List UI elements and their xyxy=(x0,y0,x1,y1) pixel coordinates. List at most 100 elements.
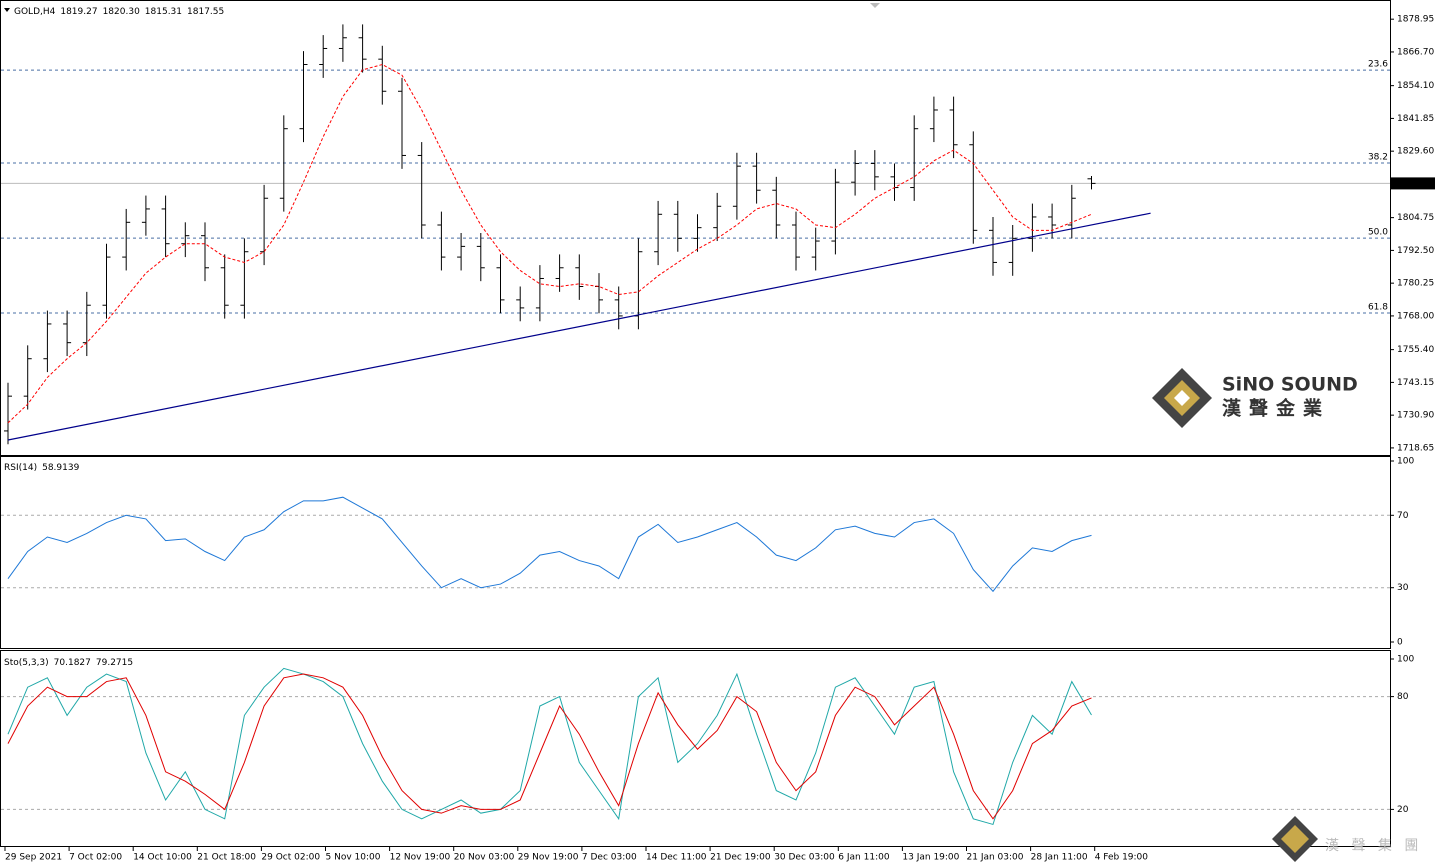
ohlc-bar xyxy=(398,77,406,169)
y-tick-label: 1768.00 xyxy=(1397,311,1434,321)
ohlc-bar xyxy=(772,176,781,239)
ohlc-bar xyxy=(319,35,328,78)
title-text: GOLD,H4 xyxy=(14,7,56,17)
y-tick-label: 1878.95 xyxy=(1397,15,1434,25)
x-tick-label: 29 Sep 2021 xyxy=(5,853,62,863)
x-tick-label: 7 Dec 03:00 xyxy=(582,853,637,863)
y-tick-label: 1792.50 xyxy=(1397,246,1434,256)
y-tick-label: 30 xyxy=(1397,583,1409,593)
ohlc-bar xyxy=(496,254,505,314)
indicator-line xyxy=(7,673,1092,820)
pane-title: RSI(14) 58.9139 xyxy=(4,463,80,473)
ohlc-bar xyxy=(910,115,919,201)
ohlc-bar xyxy=(1028,203,1037,252)
y-tick-label: 80 xyxy=(1397,692,1409,702)
ohlc-bar xyxy=(82,291,91,357)
ohlc-bar xyxy=(122,208,131,271)
quote-value: 1819.27 xyxy=(60,7,97,17)
fib-label: 23.6 xyxy=(1368,60,1388,70)
y-tick-label: 100 xyxy=(1397,655,1414,665)
ohlc-bar xyxy=(240,238,249,319)
indicator-value: 70.1827 xyxy=(54,658,91,668)
fib-label: 38.2 xyxy=(1368,152,1388,162)
ohlc-bar xyxy=(4,382,12,445)
logo: SiNO SOUND 漢聲金業 漢 聲 集 團 xyxy=(1152,368,1422,862)
quote-value: 1820.30 xyxy=(103,7,140,17)
y-tick-label: 1730.90 xyxy=(1397,411,1434,421)
price-pane xyxy=(0,0,1391,456)
x-tick-label: 21 Dec 19:00 xyxy=(710,853,771,863)
ohlc-bar xyxy=(673,200,682,252)
ohlc-bar xyxy=(929,96,938,143)
ohlc-bar xyxy=(654,200,663,266)
ohlc-bar xyxy=(851,150,860,196)
ohlc-bar xyxy=(358,24,367,73)
ohlc-bar xyxy=(732,152,741,220)
ohlc-bar xyxy=(141,195,150,236)
x-tick-label: 6 Jan 11:00 xyxy=(838,853,890,863)
ohlc-bar xyxy=(752,152,761,204)
y-tick-label: 1780.25 xyxy=(1397,279,1434,289)
indicator-line xyxy=(7,667,1092,826)
ohlc-bar xyxy=(417,142,426,239)
x-tick-label: 21 Oct 18:00 xyxy=(197,853,256,863)
ohlc-bar xyxy=(1067,184,1076,239)
ohlc-bar xyxy=(575,254,584,300)
shift-marker xyxy=(870,3,880,8)
ohlc-bar xyxy=(713,192,722,242)
title-text: RSI(14) xyxy=(4,463,37,473)
fib-label: 50.0 xyxy=(1368,228,1388,238)
ohlc-bar xyxy=(378,45,387,105)
indicator-value: 79.2715 xyxy=(96,658,133,668)
x-tick-label: 14 Dec 11:00 xyxy=(646,853,707,863)
y-tick-label: 1854.10 xyxy=(1397,81,1434,91)
indicator-value: 58.9139 xyxy=(42,463,79,473)
x-tick-label: 21 Jan 03:00 xyxy=(967,853,1024,863)
ohlc-bar xyxy=(1087,176,1096,190)
y-tick-label: 0 xyxy=(1397,638,1403,648)
ohlc-bar xyxy=(949,96,958,159)
ohlc-bar xyxy=(161,195,170,258)
ohlc-bar xyxy=(535,265,544,322)
footer-text: 漢 聲 集 團 xyxy=(1325,837,1422,854)
menu-arrow xyxy=(4,8,10,12)
ohlc-bar xyxy=(260,184,269,266)
rsi-pane xyxy=(0,456,1391,649)
x-tick-label: 29 Nov 19:00 xyxy=(518,853,579,863)
y-tick-label: 1829.60 xyxy=(1397,147,1434,157)
ohlc-bar xyxy=(23,345,32,410)
ohlc-bar xyxy=(437,211,446,271)
ohlc-bar xyxy=(614,286,623,330)
ohlc-bar xyxy=(476,233,485,282)
ohlc-bar xyxy=(693,214,702,252)
y-tick-label: 20 xyxy=(1397,805,1409,815)
ohlc-bar xyxy=(989,216,997,276)
sto-pane xyxy=(0,650,1391,847)
ohlc-bar xyxy=(890,163,899,201)
ohlc-bar xyxy=(181,222,190,258)
x-tick-label: 30 Dec 03:00 xyxy=(774,853,835,863)
x-tick-label: 29 Oct 02:00 xyxy=(261,853,320,863)
ohlc-bar xyxy=(595,273,603,314)
y-tick-label: 1718.65 xyxy=(1397,443,1434,453)
ohlc-bar xyxy=(63,310,72,357)
logo-chinese: 漢聲金業 xyxy=(1222,397,1330,420)
ohlc-bar xyxy=(969,131,978,244)
footer-diamond-inner xyxy=(1281,825,1309,853)
trendline xyxy=(7,212,1151,441)
x-tick-label: 5 Nov 10:00 xyxy=(326,853,381,863)
x-tick-label: 28 Jan 11:00 xyxy=(1031,853,1088,863)
ohlc-bar xyxy=(1008,224,1017,276)
current-price-label: 1817.55 xyxy=(1395,179,1432,189)
pane-title: GOLD,H4 1819.27 1820.30 1815.31 1817.55 xyxy=(14,7,224,17)
ohlc-bar xyxy=(831,168,840,255)
moving-average xyxy=(7,63,1092,424)
x-tick-label: 14 Oct 10:00 xyxy=(133,853,192,863)
ohlc-bar xyxy=(457,233,466,271)
logo-diamond-core xyxy=(1174,390,1190,406)
ohlc-bar xyxy=(43,310,52,373)
x-tick-label: 4 Feb 19:00 xyxy=(1095,853,1149,863)
